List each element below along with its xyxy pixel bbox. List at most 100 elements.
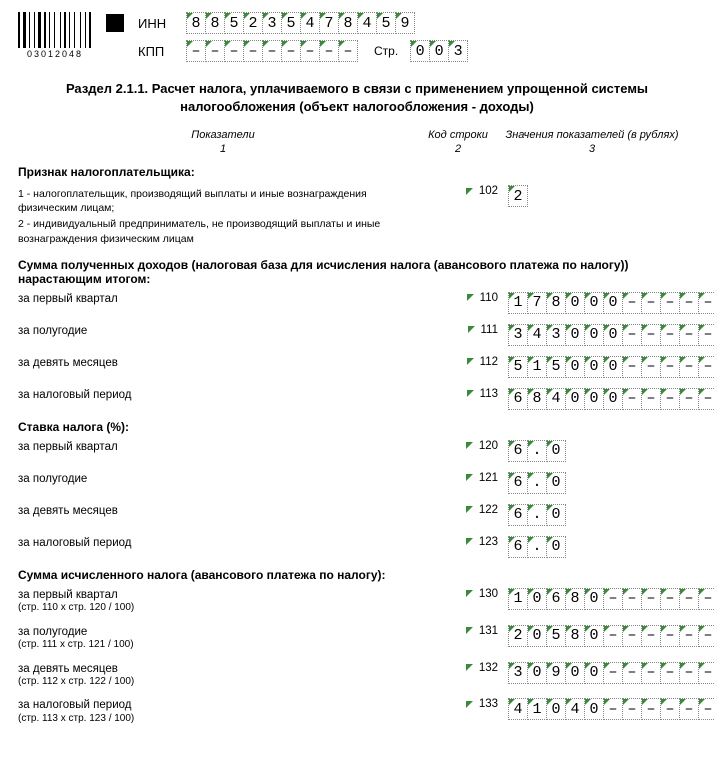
cell: 1 (508, 292, 528, 314)
data-row: за первый квартал110178000–––––– (18, 292, 696, 314)
cell: 9 (395, 12, 415, 34)
cell: 3 (448, 40, 468, 62)
cell: 2 (508, 185, 528, 207)
value-cells: 515000–––––– (508, 356, 714, 378)
column-numbers: 1 2 3 (18, 143, 696, 155)
kpp-label: КПП (138, 44, 178, 59)
value-cells: 6.0 (508, 472, 696, 494)
cell: 0 (565, 356, 585, 378)
cell: . (527, 536, 547, 558)
cell: 6 (546, 588, 566, 610)
income-heading: Сумма полученных доходов (налоговая база… (18, 258, 696, 286)
cell: – (224, 40, 244, 62)
cell: – (186, 40, 206, 62)
row-label: за девять месяцев(стр. 112 x стр. 122 / … (18, 662, 438, 689)
row-label: за первый квартал (18, 440, 438, 454)
cell: 4 (508, 698, 528, 720)
cell: – (641, 292, 661, 314)
cell: 0 (565, 662, 585, 684)
cell: – (660, 588, 680, 610)
cell: – (603, 625, 623, 647)
cell: – (641, 662, 661, 684)
cell: – (679, 324, 699, 346)
cell: – (262, 40, 282, 62)
cell: – (660, 324, 680, 346)
line-code: 123 (479, 536, 498, 548)
cell: 5 (508, 356, 528, 378)
cell: – (698, 324, 714, 346)
cell: 1 (508, 588, 528, 610)
cell: – (698, 356, 714, 378)
code-tick-icon (466, 442, 473, 449)
cell: – (622, 698, 642, 720)
code-tick-icon (466, 627, 473, 634)
cell: 8 (565, 625, 585, 647)
cell: – (698, 588, 714, 610)
taxpayer-row: 1 - налогоплательщик, производящий выпла… (18, 185, 696, 248)
cell: 0 (565, 324, 585, 346)
data-row: за первый квартал1206.0 (18, 440, 696, 462)
value-cells: 20580––––––– (508, 625, 714, 647)
cell: – (679, 588, 699, 610)
cell: – (205, 40, 225, 62)
page-label: Стр. (374, 44, 398, 58)
value-cells: 6.0 (508, 536, 696, 558)
value-cells: 684000–––––– (508, 388, 714, 410)
code-tick-icon (467, 358, 474, 365)
cell: 8 (205, 12, 225, 34)
cell: . (527, 440, 547, 462)
cell: 0 (603, 356, 623, 378)
cell: – (660, 292, 680, 314)
cell: 9 (546, 662, 566, 684)
barcode-number: 03012048 (27, 49, 83, 59)
cell: 0 (584, 625, 604, 647)
cell: – (319, 40, 339, 62)
cell: 0 (584, 292, 604, 314)
data-row: за девять месяцев1226.0 (18, 504, 696, 526)
data-row: за полугодие111343000–––––– (18, 324, 696, 346)
cell: 0 (546, 536, 566, 558)
cell: 3 (508, 662, 528, 684)
cell: 0 (584, 662, 604, 684)
line-code: 112 (480, 356, 498, 368)
line-code: 120 (479, 440, 498, 452)
cell: – (641, 698, 661, 720)
cell: 5 (546, 356, 566, 378)
data-row: за налоговый период(стр. 113 x стр. 123 … (18, 698, 696, 725)
row-label: за полугодие (18, 324, 438, 338)
cell: 3 (262, 12, 282, 34)
cell: – (698, 388, 714, 410)
cell: – (622, 588, 642, 610)
value-cells: 2 (508, 185, 696, 207)
cell: – (641, 324, 661, 346)
cell: 6 (508, 504, 528, 526)
cell: 7 (319, 12, 339, 34)
row-label: за девять месяцев (18, 356, 438, 370)
cell: 0 (584, 698, 604, 720)
row-label: за налоговый период(стр. 113 x стр. 123 … (18, 698, 438, 725)
cell: – (679, 292, 699, 314)
cell: – (300, 40, 320, 62)
marker-square (106, 14, 124, 32)
cell: – (622, 662, 642, 684)
line-code: 121 (479, 472, 498, 484)
cell: – (660, 662, 680, 684)
code-tick-icon (466, 474, 473, 481)
value-cells: 178000–––––– (508, 292, 714, 314)
cell: 0 (546, 698, 566, 720)
cell: – (243, 40, 263, 62)
cell: 3 (546, 324, 566, 346)
cell: 4 (527, 324, 547, 346)
cell: 4 (546, 388, 566, 410)
cell: 4 (300, 12, 320, 34)
cell: – (660, 388, 680, 410)
cell: 0 (565, 388, 585, 410)
cell: 8 (527, 388, 547, 410)
cell: 0 (546, 472, 566, 494)
value-cells: 343000–––––– (508, 324, 714, 346)
row-label: за налоговый период (18, 536, 438, 550)
cell: – (641, 356, 661, 378)
cell: 4 (357, 12, 377, 34)
data-row: за налоговый период113684000–––––– (18, 388, 696, 410)
line-code: 133 (479, 698, 498, 710)
